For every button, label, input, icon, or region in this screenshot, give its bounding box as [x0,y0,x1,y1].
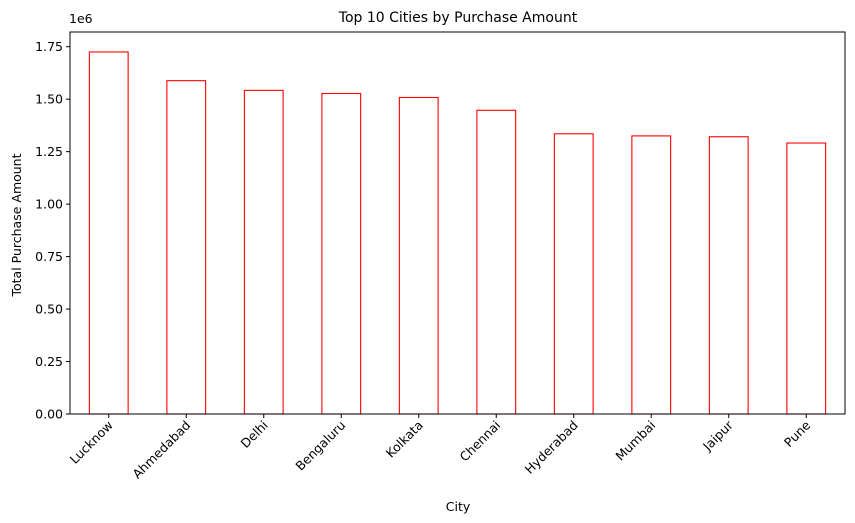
bar-ahmedabad [166,80,207,415]
y-tick-label: 0.00 [35,407,63,422]
x-tick-label: Pune [781,417,814,450]
x-ticks-group: Lucknow Ahmedabad Delhi Bengaluru Kolkata Che… [67,414,814,481]
bar-delhi [243,89,284,415]
bar-mumbai [631,135,672,415]
bar-kolkata [398,96,439,415]
bar-jaipur [708,136,749,415]
x-tick-label: Hyderabad [522,418,581,477]
x-tick-label: Delhi [238,418,271,451]
bars-group [88,51,827,415]
bar-lucknow [88,51,129,415]
bar-hyderabad [553,133,594,415]
y-tick-label: 0.50 [35,302,63,317]
x-axis-label: City [446,499,471,514]
y-tick-label: 1.50 [35,92,63,107]
axes-group [69,31,846,415]
x-tick-label: Mumbai [612,418,658,464]
bar-chennai [476,109,517,415]
y-axis-label: Total Purchase Amount [9,153,24,297]
y-axis-offset-label: 1e6 [69,11,93,26]
x-tick-label: Lucknow [67,418,116,467]
y-tick-label: 1.00 [35,197,63,212]
y-tick-label: 1.75 [35,39,63,54]
x-tick-label: Kolkata [383,418,426,461]
chart-title: Top 10 Cities by Purchase Amount [338,10,578,26]
x-tick-label: Chennai [456,418,503,465]
y-tick-label: 1.25 [35,144,63,159]
x-tick-label: Bengaluru [292,418,348,474]
y-tick-label: 0.25 [35,354,63,369]
x-tick-label: Ahmedabad [129,418,193,482]
x-tick-label: Jaipur [699,417,736,454]
y-ticks-group: 0.00 0.25 0.50 0.75 1.00 1.25 1.50 1.75 [35,39,70,422]
bar-bengaluru [321,92,362,415]
plot-frame [69,31,846,415]
y-tick-label: 0.75 [35,249,63,264]
bar-pune [786,142,827,415]
